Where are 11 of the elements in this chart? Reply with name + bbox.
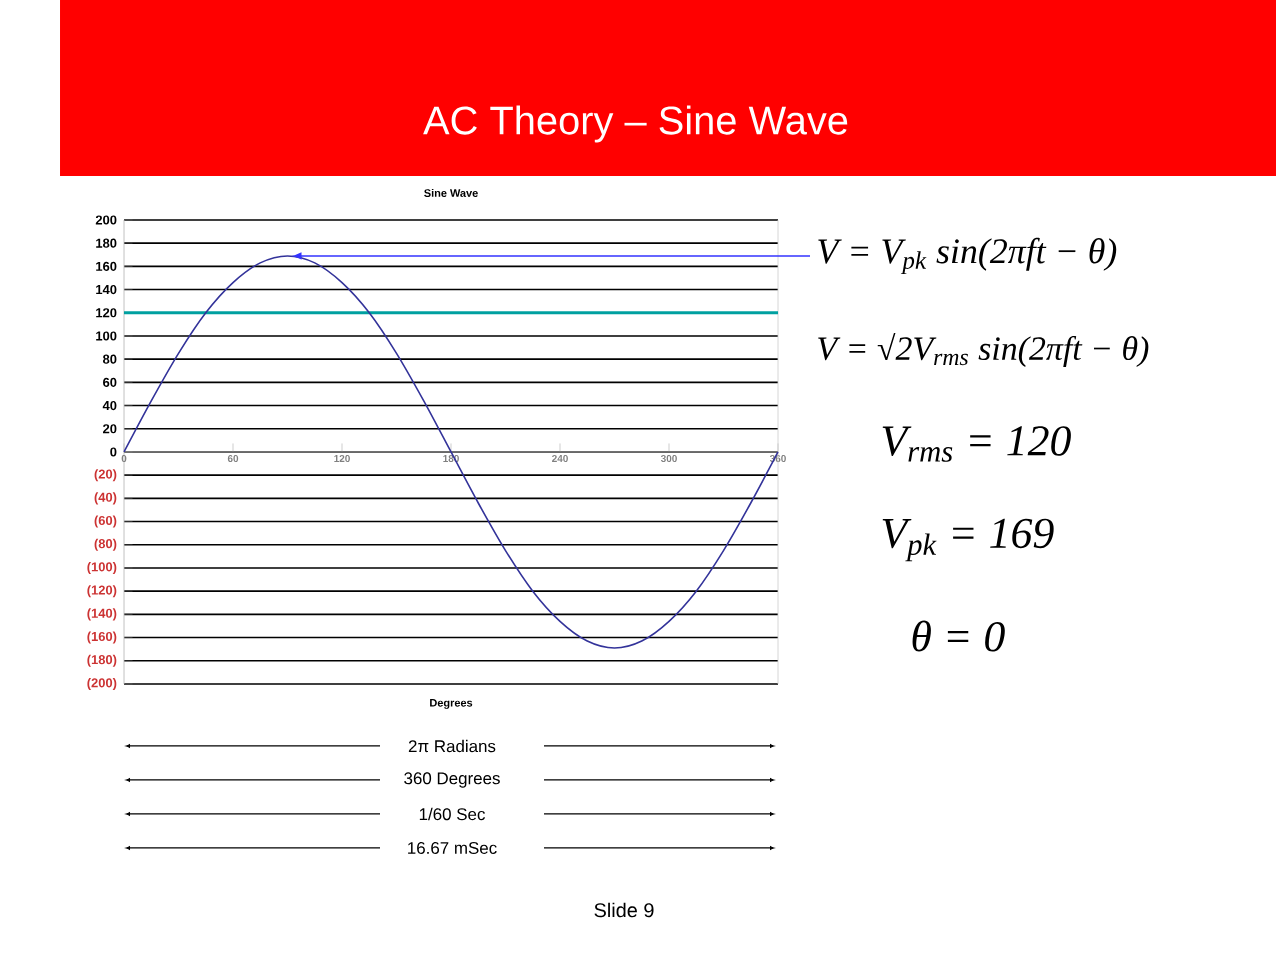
text: 360 Degrees [404,772,500,788]
text: 2π Radians [408,739,496,753]
text: 16.67 mSec [408,841,497,854]
text: V$_{rms}$ = 120 [882,426,1071,462]
text: V$_{pk}$ = 169 [882,518,1054,562]
annotation: V = V$_{pk}$ sin(2πft − θ) [818,237,1117,275]
text: Slide 9 [594,902,654,918]
text: θ = 0 [912,620,1005,652]
chart-title: AC Theory – Sine Wave [423,105,848,143]
text: V = √2V$_{rms}$ sin(2πft − θ) [818,332,1149,367]
text: 1/60 Sec [419,807,485,821]
